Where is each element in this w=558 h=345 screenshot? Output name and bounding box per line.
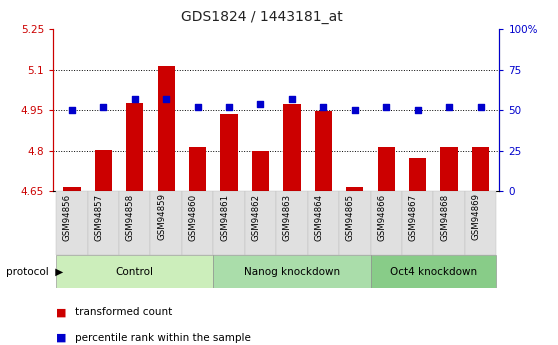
Point — [99, 105, 108, 110]
Bar — [440, 147, 458, 191]
Text: GSM94862: GSM94862 — [252, 194, 261, 240]
Text: GSM94865: GSM94865 — [346, 194, 355, 240]
Text: GDS1824 / 1443181_at: GDS1824 / 1443181_at — [181, 10, 343, 24]
Text: Control: Control — [116, 267, 154, 277]
Text: GSM94857: GSM94857 — [94, 194, 103, 240]
Bar — [409, 158, 426, 191]
Bar — [276, 191, 307, 255]
Bar — [182, 191, 213, 255]
Bar — [151, 191, 182, 255]
Bar — [119, 191, 151, 255]
Point — [413, 108, 422, 113]
Bar — [371, 191, 402, 255]
Text: ■: ■ — [56, 307, 66, 317]
Bar — [378, 147, 395, 191]
Text: GSM94856: GSM94856 — [63, 194, 72, 240]
Bar — [472, 147, 489, 191]
Text: Oct4 knockdown: Oct4 knockdown — [390, 267, 477, 277]
Text: GSM94869: GSM94869 — [472, 194, 480, 240]
Bar — [126, 103, 143, 191]
Bar — [56, 255, 213, 288]
Bar — [56, 191, 88, 255]
Bar — [346, 187, 363, 191]
Point — [130, 96, 139, 102]
Bar — [307, 191, 339, 255]
Bar — [283, 105, 301, 191]
Text: GSM94863: GSM94863 — [283, 194, 292, 240]
Point — [350, 108, 359, 113]
Point — [476, 105, 485, 110]
Text: protocol  ▶: protocol ▶ — [6, 267, 63, 277]
Text: GSM94867: GSM94867 — [408, 194, 418, 240]
Bar — [339, 191, 371, 255]
Text: transformed count: transformed count — [75, 307, 172, 317]
Bar — [434, 191, 465, 255]
Bar — [252, 151, 269, 191]
Bar — [315, 111, 332, 191]
Text: Nanog knockdown: Nanog knockdown — [244, 267, 340, 277]
Bar — [189, 147, 206, 191]
Point — [68, 108, 76, 113]
Bar — [402, 191, 434, 255]
Text: GSM94864: GSM94864 — [314, 194, 324, 240]
Bar — [245, 191, 276, 255]
Point — [445, 105, 454, 110]
Bar — [213, 191, 245, 255]
Bar — [95, 150, 112, 191]
Point — [224, 105, 233, 110]
Text: GSM94859: GSM94859 — [157, 194, 166, 240]
Text: ■: ■ — [56, 333, 66, 343]
Bar — [63, 187, 80, 191]
Bar — [220, 115, 238, 191]
Bar — [157, 66, 175, 191]
Bar — [88, 191, 119, 255]
Text: GSM94868: GSM94868 — [440, 194, 449, 240]
Point — [287, 96, 296, 102]
Point — [319, 105, 328, 110]
Bar — [371, 255, 496, 288]
Text: percentile rank within the sample: percentile rank within the sample — [75, 333, 251, 343]
Text: GSM94860: GSM94860 — [189, 194, 198, 240]
Bar — [213, 255, 371, 288]
Point — [382, 105, 391, 110]
Text: GSM94861: GSM94861 — [220, 194, 229, 240]
Text: GSM94858: GSM94858 — [126, 194, 134, 240]
Point — [193, 105, 202, 110]
Point — [162, 96, 171, 102]
Text: GSM94866: GSM94866 — [377, 194, 386, 240]
Point — [256, 101, 265, 107]
Bar — [465, 191, 496, 255]
